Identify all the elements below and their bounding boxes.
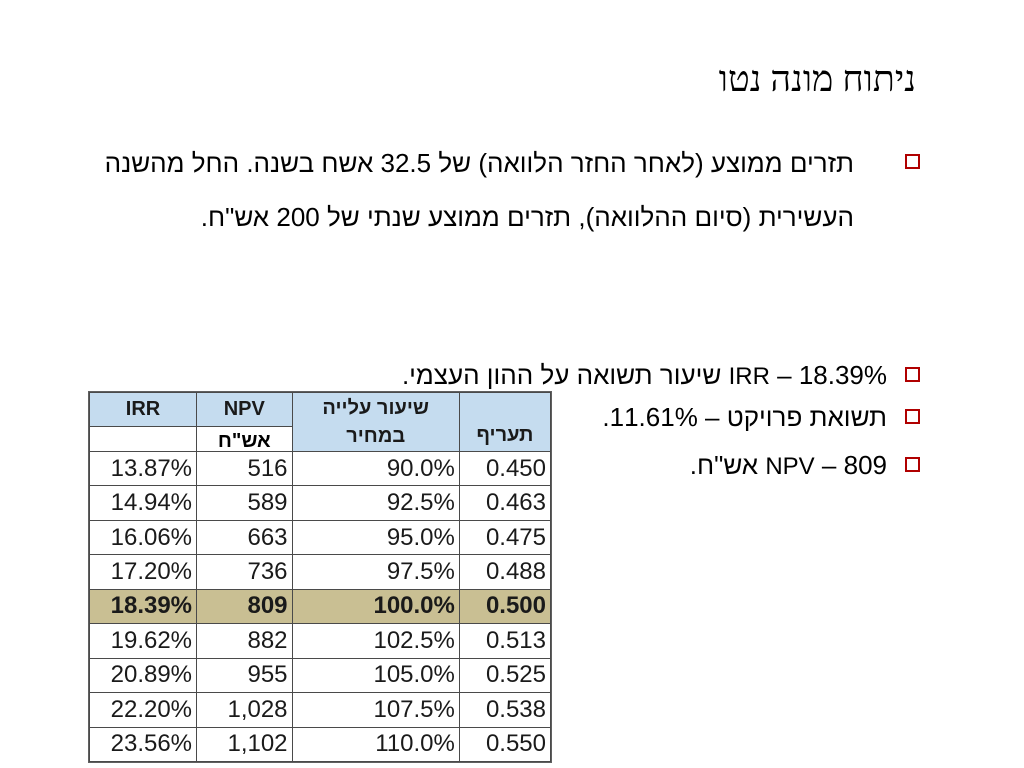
table-row: 17.20% 736 97.5% 0.488: [88, 554, 552, 590]
cell-irr: 17.20%: [88, 554, 198, 590]
cell-npv: 589: [196, 485, 293, 521]
cell-tariff: 0.463: [458, 485, 552, 521]
cell-tariff: 0.475: [458, 519, 552, 556]
table-row: 14.94% 589 92.5% 0.463: [88, 485, 552, 521]
bullet-box-icon: [905, 154, 920, 169]
cell-npv: 882: [196, 623, 293, 659]
header-npv: NPV: [196, 392, 293, 427]
irr-npv-table: IRR NPV שיעור עלייה במחיר תעריף אש"ח 13.…: [88, 391, 552, 763]
cell-npv: 736: [196, 554, 293, 590]
cell-irr: 23.56%: [88, 726, 198, 762]
header-price-increase: שיעור עלייה במחיר: [291, 392, 460, 452]
header-irr-blank: [88, 426, 198, 452]
table-row: 19.62% 882 102.5% 0.513: [88, 623, 552, 659]
cell-npv: 955: [196, 657, 293, 694]
cell-npv: 663: [196, 519, 293, 556]
header-npv-unit: אש"ח: [196, 426, 293, 452]
irr-npv-table-grid: IRR NPV שיעור עלייה במחיר תעריף אש"ח 13.…: [88, 392, 552, 762]
cell-ratio: 90.0%: [291, 450, 460, 487]
bullet-box-icon: [905, 409, 920, 424]
cell-irr: 18.39%: [88, 588, 198, 625]
cell-tariff: 0.513: [458, 623, 552, 659]
table-row: 22.20% 1,028 107.5% 0.538: [88, 692, 552, 728]
cell-irr: 14.94%: [88, 485, 198, 521]
cell-ratio: 97.5%: [291, 554, 460, 590]
cell-tariff: 0.488: [458, 554, 552, 590]
table-row: 18.39% 809 100.0% 0.500: [88, 588, 552, 625]
irr-text: – 18.39% שיעור תשואה על ההון העצמי.: [401, 360, 887, 390]
cell-ratio: 92.5%: [291, 485, 460, 521]
cell-tariff: 0.525: [458, 657, 552, 694]
bullet-text-project-return: תשואת פרויקט – 11.61%.: [602, 402, 887, 432]
table-row: 20.89% 955 105.0% 0.525: [88, 657, 552, 694]
table-row: 23.56% 1,102 110.0% 0.550: [88, 726, 552, 762]
cell-ratio: 100.0%: [291, 588, 460, 625]
table-row: 16.06% 663 95.0% 0.475: [88, 519, 552, 556]
cell-npv: 1,102: [196, 726, 293, 762]
table-row: 13.87% 516 90.0% 0.450: [88, 450, 552, 487]
cell-tariff: 0.450: [458, 450, 552, 487]
cell-irr: 16.06%: [88, 519, 198, 556]
bullet-text-irr: IRR – 18.39% שיעור תשואה על ההון העצמי.: [402, 348, 887, 404]
bullet-text-npv: NPV – 809 אש"ח.: [690, 438, 887, 494]
cell-irr: 13.87%: [88, 450, 198, 487]
cell-irr: 19.62%: [88, 623, 198, 659]
cell-ratio: 102.5%: [291, 623, 460, 659]
cell-npv: 809: [196, 588, 293, 625]
header-irr: IRR: [88, 392, 198, 427]
npv-label: NPV: [765, 453, 815, 480]
bullet-box-icon: [905, 457, 920, 472]
cell-tariff: 0.538: [458, 692, 552, 728]
cell-npv: 516: [196, 450, 293, 487]
cell-ratio: 105.0%: [291, 657, 460, 694]
cell-irr: 20.89%: [88, 657, 198, 694]
bullet-text-cashflow: תזרים ממוצע (לאחר החזר הלוואה) של 32.5 א…: [104, 148, 854, 232]
cell-irr: 22.20%: [88, 692, 198, 728]
bullet-box-icon: [905, 367, 920, 382]
cell-tariff: 0.500: [458, 588, 552, 625]
npv-text: – 809 אש"ח.: [689, 450, 887, 480]
irr-label: IRR: [728, 363, 770, 390]
cell-ratio: 107.5%: [291, 692, 460, 728]
header-tariff: תעריף: [458, 392, 552, 452]
cell-npv: 1,028: [196, 692, 293, 728]
cell-ratio: 95.0%: [291, 519, 460, 556]
slide-title: ניתוח מונה נטו: [718, 59, 916, 99]
cell-ratio: 110.0%: [291, 726, 460, 762]
table-body: 13.87% 516 90.0% 0.450 14.94% 589 92.5% 0.463 16…: [88, 450, 552, 762]
cell-tariff: 0.550: [458, 726, 552, 762]
